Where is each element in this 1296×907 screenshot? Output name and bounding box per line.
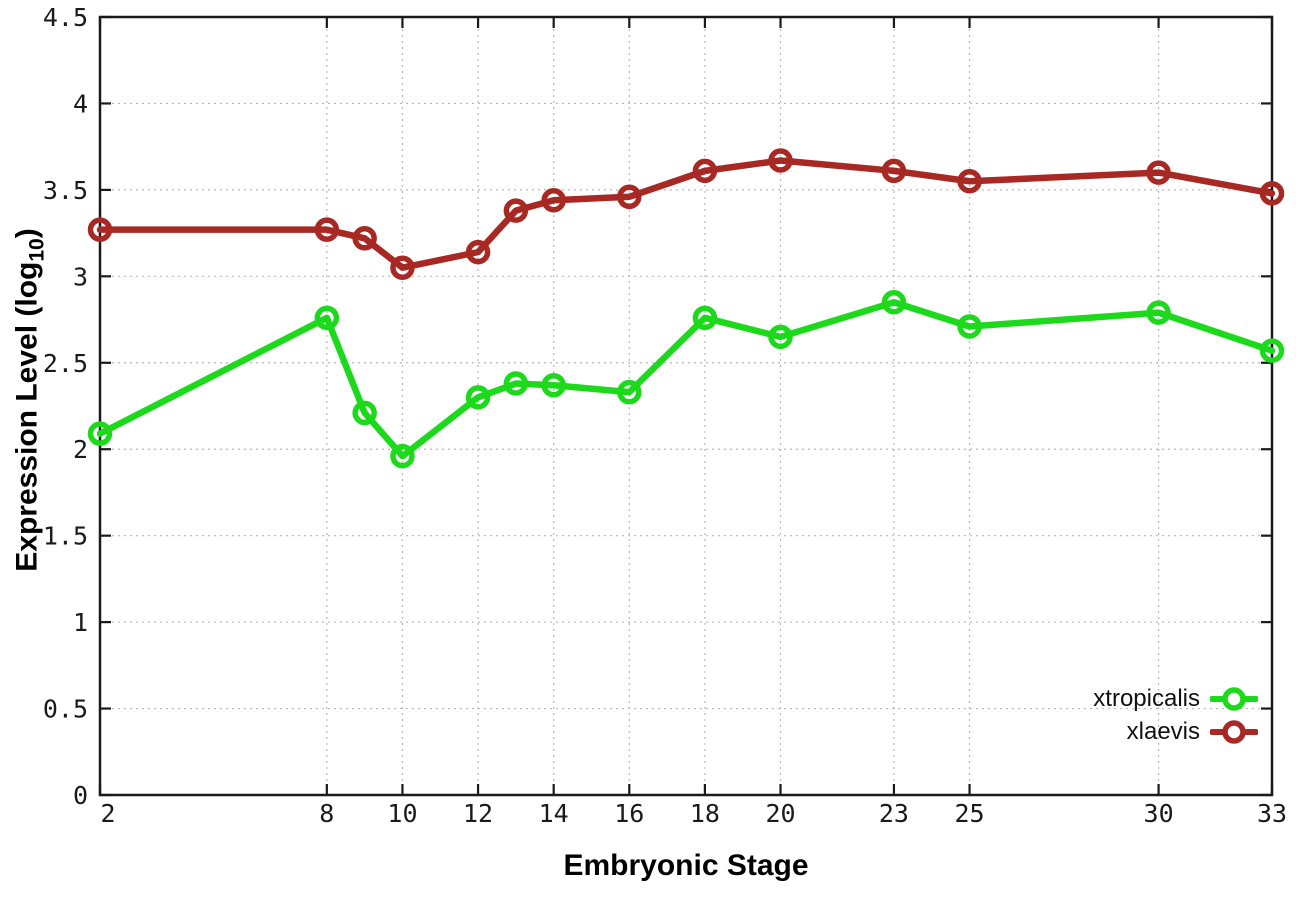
- data-point-xlaevis: [1259, 181, 1285, 206]
- x-tick-label: 8: [319, 799, 334, 828]
- data-point-xlaevis: [465, 239, 491, 265]
- data-point-xtropicalis: [1259, 338, 1285, 363]
- plot-frame: [98, 15, 1274, 797]
- data-point-xtropicalis: [617, 379, 642, 405]
- y-tick-label: 4: [73, 89, 88, 118]
- y-tick-label: 0: [73, 781, 88, 810]
- legend: xtropicalis xlaevis: [1093, 684, 1258, 747]
- x-tick-label: 2: [100, 799, 115, 828]
- data-point-xlaevis: [87, 217, 113, 242]
- data-point-xtropicalis: [1146, 300, 1171, 325]
- y-tick-label: 3.5: [43, 176, 88, 205]
- data-point-xlaevis: [541, 188, 566, 213]
- x-tick-label: 33: [1257, 799, 1287, 828]
- x-tick-label: 25: [954, 799, 984, 828]
- x-tick-label: 14: [539, 799, 569, 828]
- x-axis-title: Embryonic Stage: [563, 849, 809, 882]
- series-line-xlaevis: [96, 157, 1276, 271]
- legend-label-xlaevis: xlaevis: [1126, 718, 1200, 745]
- data-point-xlaevis: [617, 184, 642, 210]
- data-point-xlaevis: [768, 148, 793, 173]
- x-tick-label: 23: [879, 799, 909, 828]
- line-point-marker-icon: [1210, 687, 1258, 711]
- y-tick-label: 1.5: [43, 522, 88, 551]
- data-point-xlaevis: [957, 168, 982, 194]
- data-point-xtropicalis: [957, 314, 982, 339]
- y-axis-title: Expression Level (log10): [11, 228, 50, 571]
- x-tick-label: 10: [387, 799, 417, 828]
- data-point-xlaevis: [314, 217, 340, 242]
- data-point-xtropicalis: [390, 443, 415, 469]
- data-point-xtropicalis: [881, 290, 907, 315]
- x-tick-label: 16: [614, 799, 644, 828]
- y-tick-label: 1: [73, 608, 88, 637]
- data-point-xlaevis: [692, 158, 718, 184]
- data-point-xtropicalis: [692, 305, 718, 331]
- legend-label-xtropicalis: xtropicalis: [1093, 685, 1200, 712]
- data-point-xtropicalis: [503, 371, 529, 396]
- data-point-xtropicalis: [465, 385, 491, 410]
- y-axis-title-text: Expression Level (log: [10, 261, 44, 572]
- data-point-xtropicalis: [314, 305, 340, 331]
- x-tick-label: 30: [1144, 799, 1174, 828]
- data-point-xlaevis: [390, 255, 415, 280]
- y-tick-label: 3: [73, 262, 88, 291]
- data-point-xlaevis: [881, 158, 907, 184]
- y-axis-title-suffix: ): [10, 228, 44, 239]
- line-point-marker-icon: [1210, 720, 1258, 744]
- y-tick-label: 2: [73, 435, 88, 464]
- data-point-xlaevis: [352, 226, 377, 251]
- data-point-xtropicalis: [541, 373, 566, 398]
- data-point-xtropicalis: [352, 400, 377, 426]
- data-point-xtropicalis: [768, 324, 793, 350]
- legend-item-xlaevis: xlaevis: [1127, 717, 1258, 747]
- y-axis-title-subscript: 10: [25, 238, 49, 262]
- x-tick-label: 20: [765, 799, 795, 828]
- y-tick-label: 2.5: [43, 349, 88, 378]
- x-tick-label: 12: [463, 799, 493, 828]
- y-tick-label: 4.5: [43, 3, 88, 32]
- series-line-xtropicalis: [96, 299, 1276, 460]
- y-tick-label: 0.5: [43, 695, 88, 724]
- data-point-xtropicalis: [87, 421, 113, 446]
- data-point-xlaevis: [1146, 160, 1171, 185]
- legend-item-xtropicalis: xtropicalis: [1093, 684, 1258, 714]
- data-point-xlaevis: [503, 198, 529, 223]
- x-tick-label: 18: [690, 799, 720, 828]
